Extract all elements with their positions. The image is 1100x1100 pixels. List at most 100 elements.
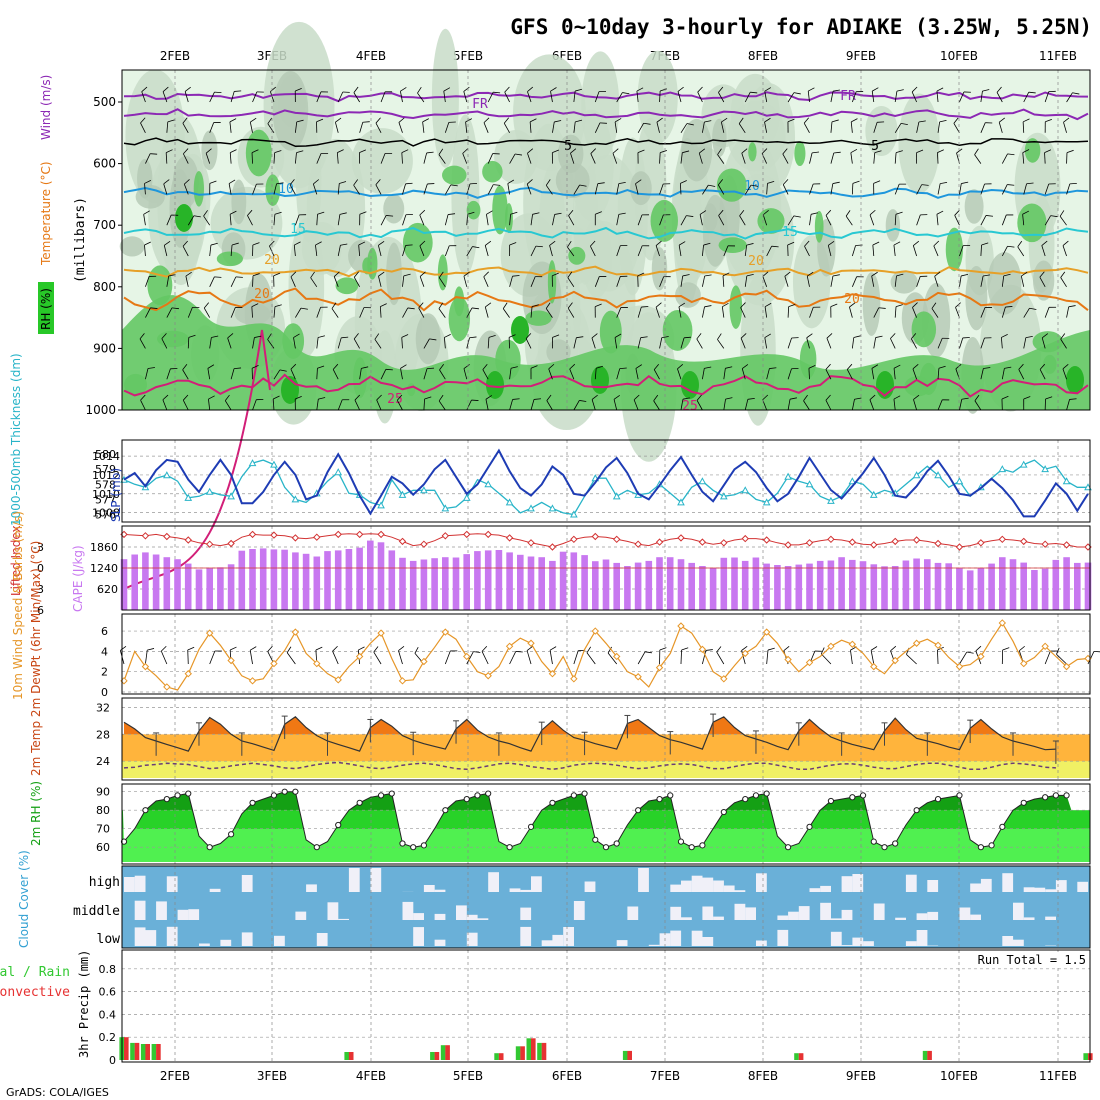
wind-barb [224, 400, 232, 411]
pressure-axis-label: (millibars) [73, 197, 88, 283]
cape-bar [474, 551, 481, 610]
wind-barb [1001, 153, 1008, 164]
cape-bar [142, 552, 149, 610]
rh2m-marker [163, 796, 170, 803]
wind-barb [959, 183, 962, 195]
wind-speed-marker [591, 627, 599, 635]
rh-blob-green [718, 237, 747, 254]
lifted-index-marker [184, 536, 192, 544]
wind-barb [959, 399, 963, 411]
wind-barb [286, 652, 296, 665]
wind-barb [1044, 152, 1046, 164]
thickness-marker [270, 460, 278, 468]
wind-barb-flag [933, 240, 940, 247]
wind-barb [530, 399, 535, 411]
precip-panel: Run Total = 1.5 [119, 950, 1093, 1062]
wind-barb-flag [167, 119, 175, 123]
wind-barb-flag [718, 209, 724, 216]
wind-barb [375, 184, 382, 195]
cape-bar [217, 567, 224, 610]
wind-barb-flag [533, 398, 542, 400]
wind-barb [374, 339, 382, 349]
wind-barb-flag [525, 333, 532, 339]
cloud-fraction-bar [124, 877, 135, 892]
cloud-fraction-bar [413, 927, 424, 946]
wind-barb-flag [386, 215, 394, 217]
cape-bar [624, 566, 631, 610]
wind-barb [295, 214, 300, 226]
thickness-marker [741, 486, 750, 494]
cloud-fraction-bar [241, 875, 253, 892]
li-tick-label: -3 [33, 541, 44, 554]
thickness-marker [248, 459, 257, 467]
wind-barb [850, 650, 853, 665]
wind-barb-flag [471, 307, 479, 310]
cape-bar [699, 566, 706, 610]
wind-barb [910, 338, 917, 349]
wind-barb [400, 368, 403, 380]
cape-bar [570, 552, 578, 610]
wind-speed-marker [720, 675, 728, 683]
isotherm-contour [123, 186, 1089, 199]
wind-barb-flag [163, 179, 170, 185]
rh2m-marker [602, 844, 610, 851]
cape-bar [849, 559, 856, 610]
precip-total-bar [140, 1044, 146, 1060]
wind-barb-flag [274, 211, 282, 215]
wind-barb-flag [289, 179, 295, 186]
wind-barb-flag [764, 87, 771, 92]
wind-barb-flag [934, 271, 941, 277]
wind-barb-flag [546, 394, 552, 401]
wind-barb [787, 399, 791, 411]
wind-barb [894, 91, 898, 103]
wind-barb-flag [612, 148, 619, 154]
wind-barb-flag [1069, 398, 1077, 400]
wind-barb-flag [554, 212, 562, 215]
wind-barb-flag [567, 271, 573, 278]
wind-barb [1062, 245, 1067, 257]
wind-barb [1041, 337, 1046, 349]
wind-barb-flag [806, 333, 813, 339]
cloud-fraction-bar [145, 930, 157, 946]
rh2m-marker [399, 840, 406, 847]
wind-barb-flag [144, 241, 151, 246]
wind-speed-marker [698, 645, 707, 654]
cape-tick-label: 1860 [90, 541, 118, 554]
cloud-fraction-bar [691, 875, 703, 892]
cloud-fraction-bar [466, 914, 478, 920]
cloud-fraction-bar [702, 906, 714, 920]
wind-barb-flag [313, 179, 320, 185]
wind-barb-flag [742, 364, 749, 369]
wind-barb [1020, 275, 1025, 287]
wind-barb [376, 399, 382, 411]
cloud-fraction-bar [177, 909, 189, 920]
cloud-fraction-bar [1034, 887, 1046, 892]
wind-barb-flag [1041, 240, 1048, 246]
cloud-fraction-bar [970, 883, 981, 892]
wind-barb-flag [293, 333, 300, 338]
wind-barb [787, 306, 790, 318]
wind-barb-flag [803, 394, 808, 402]
wind-barb-flag [579, 184, 587, 187]
rh2m-marker [859, 792, 867, 799]
cloud-fraction-bar [841, 909, 853, 920]
wind-barb-flag [1022, 118, 1030, 123]
wind-barb [741, 368, 746, 380]
wind-barb [509, 153, 516, 164]
wind-barb-flag [485, 240, 492, 246]
wind-barb [205, 153, 211, 164]
cape-bar [731, 557, 738, 610]
wind-barb-flag [845, 210, 851, 217]
wind-barb [591, 399, 596, 411]
wind-barb [166, 307, 173, 318]
wind-barb-flag [508, 334, 516, 338]
wind-barb-flag [751, 184, 759, 187]
wind-barb-flag [1001, 333, 1008, 338]
wind-barb-flag [295, 395, 302, 400]
wind-barb [398, 122, 403, 133]
cloud-fraction-bar [166, 876, 178, 892]
lifted-index-marker [248, 530, 257, 539]
wind-barb-flag [426, 151, 434, 154]
wind-barb-flag [532, 212, 540, 215]
